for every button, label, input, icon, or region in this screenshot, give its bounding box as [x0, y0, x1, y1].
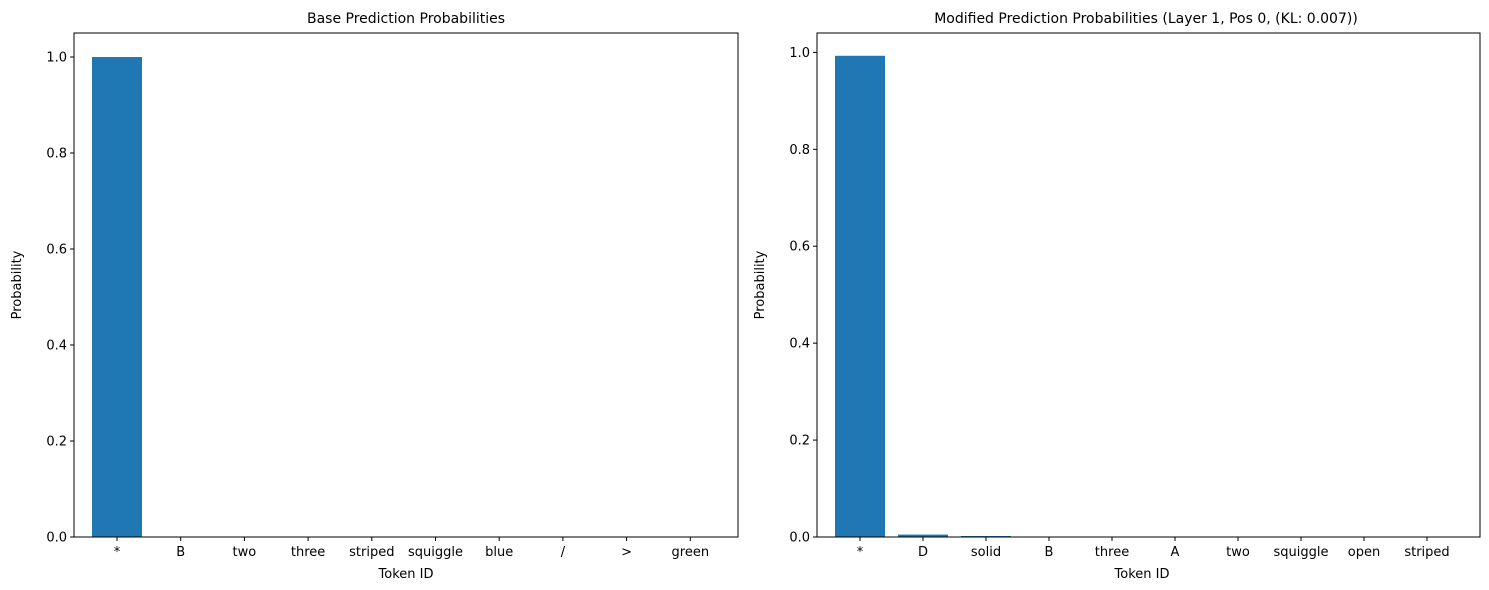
chart-base-prediction: Base Prediction Probabilities 0.00.20.40…	[10, 11, 739, 582]
plot-frame	[73, 32, 739, 538]
x-tick-label: *	[114, 545, 121, 560]
x-tick-label: green	[672, 545, 710, 560]
x-tick-label: open	[1348, 545, 1380, 560]
x-tick-label: solid	[971, 545, 1001, 560]
x-tick-label: three	[291, 545, 325, 560]
bar-D	[898, 534, 948, 537]
plot-frame	[816, 32, 1481, 538]
x-tick-label: striped	[349, 545, 394, 560]
y-tick-label: 0.6	[46, 243, 67, 258]
y-tick-label: 0.4	[789, 337, 810, 352]
y-axis-label: Probability	[753, 250, 768, 319]
x-tick-label: *	[857, 545, 864, 560]
y-tick-label: 0.0	[789, 531, 810, 546]
x-tick-label: blue	[485, 545, 513, 560]
y-tick-label: 0.0	[46, 531, 67, 546]
x-tick-label: B	[1045, 545, 1054, 560]
x-tick-label: striped	[1404, 545, 1449, 560]
x-tick-label: B	[176, 545, 185, 560]
y-axis-ticks: 0.0 0.2 0.4 0.6 0.8 1.0	[789, 46, 817, 546]
y-tick-label: 1.0	[789, 46, 810, 61]
x-tick-label: /	[561, 545, 566, 560]
y-tick-label: 0.2	[789, 434, 810, 449]
chart-title: Modified Prediction Probabilities (Layer…	[934, 11, 1358, 27]
chart-title: Base Prediction Probabilities	[307, 11, 505, 27]
bar-group	[92, 57, 142, 537]
x-tick-label: two	[233, 545, 257, 560]
x-tick-label: two	[1226, 545, 1250, 560]
y-tick-label: 0.8	[789, 143, 810, 158]
y-axis-label: Probability	[10, 250, 25, 319]
y-tick-label: 0.8	[46, 147, 67, 162]
y-tick-label: 0.2	[46, 435, 67, 450]
bar-*	[835, 55, 885, 537]
chart-modified-prediction: Modified Prediction Probabilities (Layer…	[753, 11, 1481, 582]
x-tick-label: squiggle	[1274, 545, 1329, 560]
y-tick-label: 1.0	[46, 51, 67, 66]
bar-group	[835, 55, 1011, 537]
x-tick-label: three	[1095, 545, 1129, 560]
x-tick-label: >	[621, 545, 632, 560]
y-axis-ticks: 0.0 0.2 0.4 0.6 0.8 1.0	[46, 51, 74, 546]
x-tick-label: squiggle	[408, 545, 463, 560]
y-tick-label: 0.4	[46, 339, 67, 354]
x-axis-label: Token ID	[378, 567, 434, 582]
y-tick-label: 0.6	[789, 240, 810, 255]
bar-*	[92, 57, 142, 537]
x-tick-label: D	[918, 545, 928, 560]
x-axis-label: Token ID	[1114, 567, 1170, 582]
x-tick-label: A	[1171, 545, 1180, 560]
